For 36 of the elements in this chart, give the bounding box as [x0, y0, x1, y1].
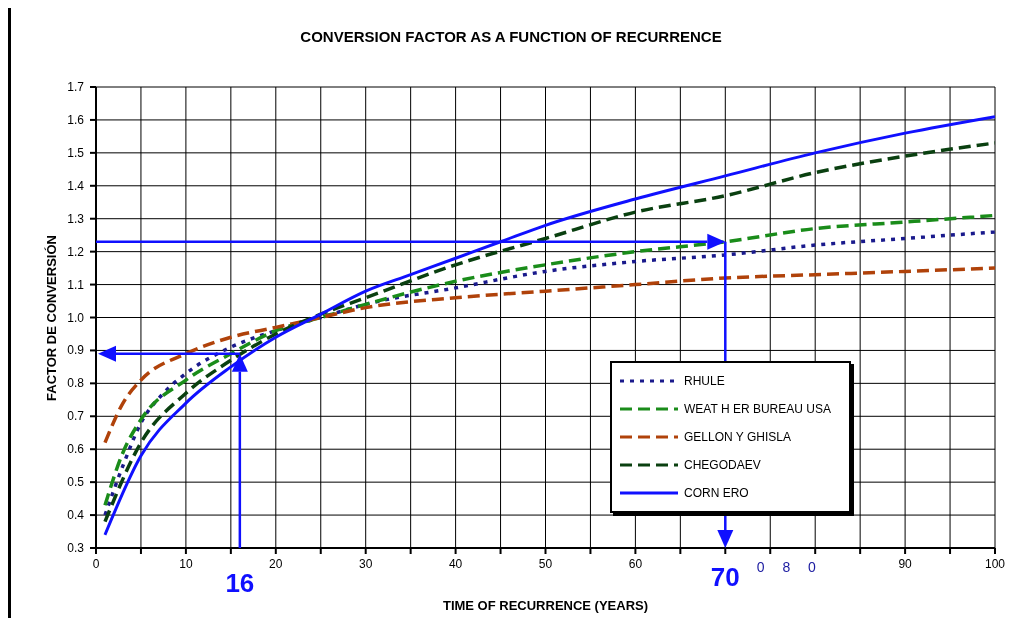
y-tick-label: 0.9 [67, 343, 85, 358]
y-tick-label: 1.2 [67, 244, 85, 259]
legend-label: WEAT H ER BUREAU USA [684, 402, 831, 416]
x-tick-label: 60 [628, 557, 643, 571]
legend-label: CHEGODAEV [684, 458, 761, 472]
y-tick-label: 0.6 [67, 442, 85, 457]
x-tick-label: 10 [179, 557, 193, 571]
x-tick-label: 50 [538, 557, 553, 571]
y-tick-label: 1.5 [67, 145, 85, 160]
x-tick-label: 100 [984, 557, 1006, 571]
text: 0 8 0 [756, 559, 817, 575]
legend-label: GELLON Y GHISLA [684, 430, 791, 444]
y-axis-title: FACTOR DE CONVERSIÓN [43, 234, 59, 401]
x-tick-label: 90 [898, 557, 913, 571]
y-tick-label: 0.4 [67, 508, 85, 523]
y-tick-label: 1.0 [67, 310, 85, 325]
x-tick-label: 20 [269, 557, 283, 571]
x-tick-label: 0 [92, 557, 100, 571]
y-tick-label: 0.7 [67, 409, 85, 424]
x-tick-label: 30 [359, 557, 373, 571]
legend-label: CORN ERO [684, 486, 749, 500]
line-series [103, 266, 995, 445]
y-tick-label: 0.3 [67, 541, 85, 555]
y-tick-label: 0.5 [67, 475, 85, 490]
ref-line-label: 16 [225, 568, 255, 598]
ref-line-label: 70 [710, 562, 740, 592]
x-axis-title: TIME OF RECURRENCE (YEARS) [441, 598, 650, 613]
x-tick-label: 40 [448, 557, 463, 571]
y-tick-label: 1.7 [67, 80, 85, 94]
y-tick-label: 0.8 [67, 376, 85, 391]
y-tick-label: 1.4 [67, 178, 85, 193]
chart-title: CONVERSION FACTOR AS A FUNCTION OF RECURRENCE [299, 28, 723, 45]
y-tick-label: 1.3 [67, 211, 85, 226]
y-tick-label: 1.6 [67, 112, 85, 127]
legend-label: RHULE [684, 374, 725, 388]
y-tick-label: 1.1 [67, 277, 85, 292]
